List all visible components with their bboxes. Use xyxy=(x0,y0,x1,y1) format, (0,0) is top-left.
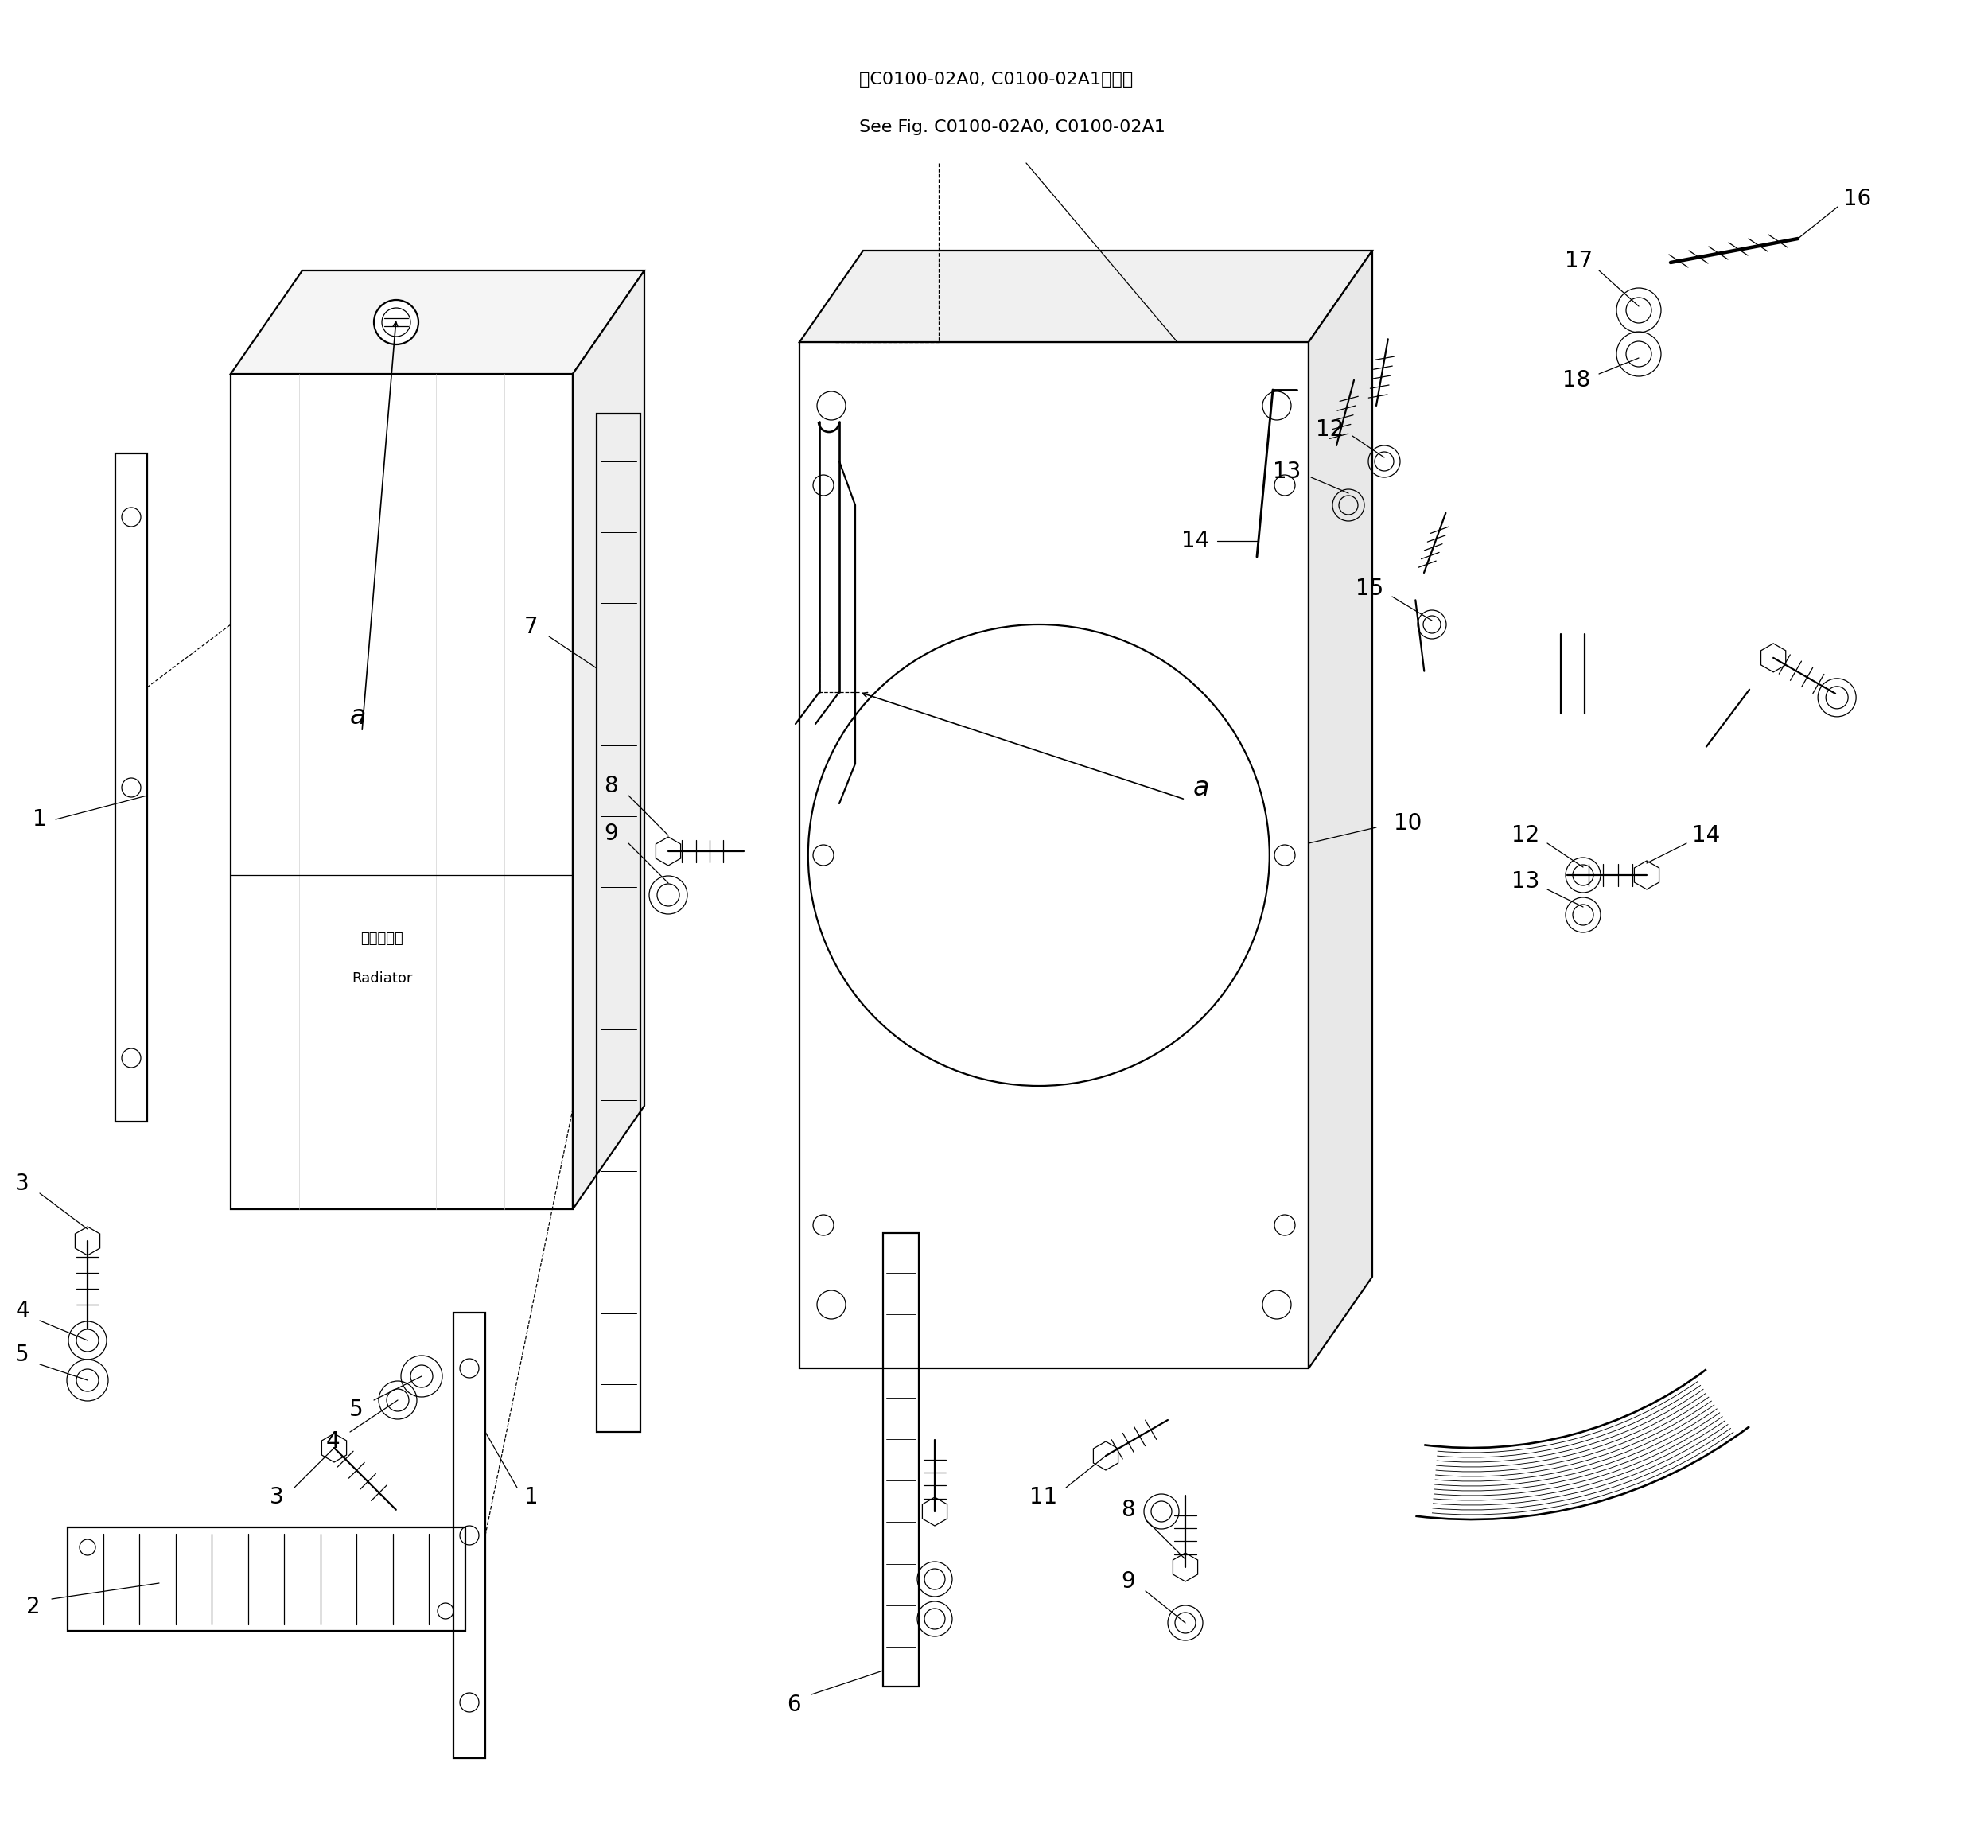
Text: 3: 3 xyxy=(16,1173,30,1196)
Text: ラジエータ: ラジエータ xyxy=(360,931,404,946)
Polygon shape xyxy=(76,1227,99,1255)
Text: 12: 12 xyxy=(1511,824,1541,846)
Text: 17: 17 xyxy=(1565,249,1592,272)
Polygon shape xyxy=(68,1528,465,1630)
Circle shape xyxy=(382,309,410,336)
Text: 5: 5 xyxy=(16,1343,30,1366)
Bar xyxy=(883,1233,918,1687)
Text: 5: 5 xyxy=(350,1399,364,1421)
Polygon shape xyxy=(231,373,573,1209)
Text: 12: 12 xyxy=(1316,418,1344,440)
Text: 8: 8 xyxy=(1121,1499,1135,1521)
Text: 4: 4 xyxy=(326,1430,340,1453)
Text: 2: 2 xyxy=(26,1597,40,1619)
Polygon shape xyxy=(922,1497,946,1526)
Polygon shape xyxy=(573,270,644,1209)
Text: 10: 10 xyxy=(1394,813,1421,835)
Text: 14: 14 xyxy=(1692,824,1720,846)
Circle shape xyxy=(807,625,1270,1087)
Text: 8: 8 xyxy=(604,774,618,796)
Circle shape xyxy=(374,299,417,344)
Text: 11: 11 xyxy=(1030,1486,1058,1508)
Text: 16: 16 xyxy=(1843,188,1871,211)
Text: 13: 13 xyxy=(1272,460,1302,482)
Text: 第C0100-02A0, C0100-02A1図参照: 第C0100-02A0, C0100-02A1図参照 xyxy=(859,72,1133,87)
Text: 9: 9 xyxy=(1121,1571,1135,1593)
Text: 15: 15 xyxy=(1356,578,1384,601)
Text: 4: 4 xyxy=(16,1299,30,1321)
Text: 9: 9 xyxy=(604,822,618,845)
Bar xyxy=(596,414,640,1432)
Text: a: a xyxy=(1193,774,1209,800)
Polygon shape xyxy=(799,251,1372,342)
Polygon shape xyxy=(322,1434,346,1462)
Text: 18: 18 xyxy=(1563,370,1590,392)
Text: Radiator: Radiator xyxy=(352,972,412,985)
Text: 13: 13 xyxy=(1511,870,1541,893)
Polygon shape xyxy=(1761,643,1785,673)
Bar xyxy=(115,453,147,1122)
Text: 7: 7 xyxy=(525,615,539,638)
Polygon shape xyxy=(1634,861,1660,889)
Polygon shape xyxy=(1093,1441,1117,1471)
Polygon shape xyxy=(1308,251,1372,1368)
Text: 6: 6 xyxy=(787,1693,801,1717)
Polygon shape xyxy=(231,270,644,373)
Text: a: a xyxy=(350,702,366,730)
Text: 3: 3 xyxy=(270,1486,284,1508)
Text: 1: 1 xyxy=(525,1486,539,1508)
Bar xyxy=(453,1312,485,1757)
Polygon shape xyxy=(656,837,680,865)
Text: 1: 1 xyxy=(32,808,48,830)
Polygon shape xyxy=(799,342,1308,1368)
Polygon shape xyxy=(1173,1552,1197,1582)
Text: 14: 14 xyxy=(1181,530,1209,553)
Text: See Fig. C0100-02A0, C0100-02A1: See Fig. C0100-02A0, C0100-02A1 xyxy=(859,120,1165,135)
